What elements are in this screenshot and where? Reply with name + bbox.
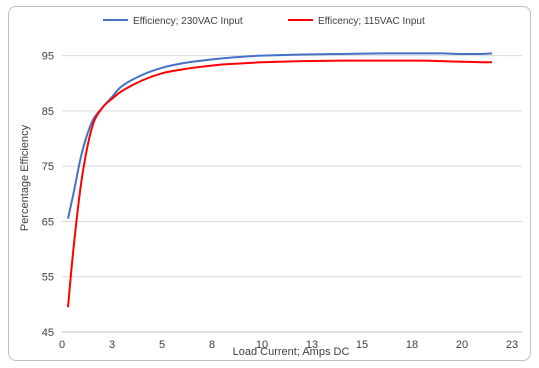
series-line-115vac xyxy=(67,59,493,308)
legend-label-115vac: Efficency; 115VAC Input xyxy=(318,16,425,27)
x-tick-label: 15 xyxy=(356,339,368,351)
x-axis-ticks: 0 3 5 8 10 13 15 18 20 23 xyxy=(59,339,518,351)
y-tick-label: 95 xyxy=(42,51,54,63)
y-tick-label: 55 xyxy=(42,272,54,284)
x-tick-label: 5 xyxy=(159,339,165,351)
series-layer xyxy=(67,52,493,308)
x-tick-label: 13 xyxy=(306,339,318,351)
x-tick-label: 20 xyxy=(456,339,468,351)
x-axis-title: Load Current; Amps DC xyxy=(233,346,350,358)
x-tick-label: 0 xyxy=(59,339,65,351)
y-tick-label: 65 xyxy=(42,216,54,228)
y-axis-ticks: 45 55 65 75 85 95 xyxy=(42,51,54,339)
x-tick-label: 3 xyxy=(109,339,115,351)
y-tick-label: 85 xyxy=(42,106,54,118)
y-tick-label: 75 xyxy=(42,161,54,173)
legend-label-230vac: Efficiency; 230VAC Input xyxy=(133,16,243,27)
gridlines xyxy=(62,55,522,333)
x-tick-label: 10 xyxy=(256,339,268,351)
x-tick-label: 23 xyxy=(506,339,518,351)
y-tick-label: 45 xyxy=(42,327,54,339)
legend: Efficiency; 230VAC Input Efficency; 115V… xyxy=(103,16,425,27)
y-axis-title: Percentage Efficiency xyxy=(19,124,31,231)
series-line-230vac xyxy=(67,52,493,219)
x-tick-label: 18 xyxy=(406,339,418,351)
chart-frame xyxy=(8,6,531,361)
x-tick-label: 8 xyxy=(209,339,215,351)
